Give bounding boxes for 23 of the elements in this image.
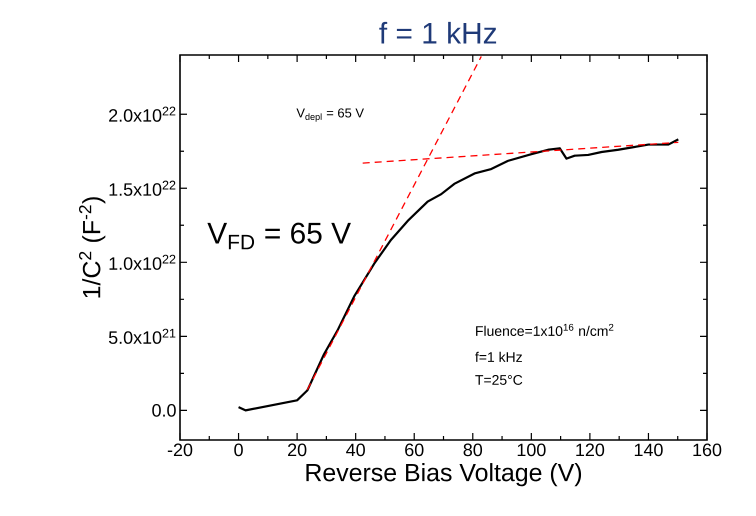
y-axis-title: 1/C$^{2}$ (F$^{-2}$) [79, 197, 106, 298]
x-tick-label: 120 [576, 444, 604, 456]
annotation: V$_{depl}$ = 65 V [296, 108, 364, 122]
y-tick-label: 5.0x10$^{21}$ [108, 328, 176, 344]
annotation: T=25°C [475, 374, 522, 385]
annotation: f=1 kHz [475, 352, 522, 362]
x-tick-label: 160 [693, 444, 722, 456]
y-tick-label: 1.5x10$^{22}$ [110, 180, 176, 196]
x-tick-label: 20 [288, 444, 306, 456]
x-axis-title: Reverse Bias Voltage (V) [306, 463, 582, 486]
x-tick-label: 100 [518, 444, 546, 456]
x-tick-label: 80 [464, 444, 482, 456]
annotation: Fluence=1x10$^{16}$ n/cm$^{2}$ [476, 324, 614, 336]
chart-title: f = 1 kHz [379, 22, 496, 44]
annotation: V$_{FD}$ = 65 V [207, 222, 351, 250]
y-tick-label: 2.0x10$^{22}$ [109, 106, 176, 122]
y-tick-label: 0.0 [152, 404, 176, 417]
x-tick-label: 60 [405, 444, 424, 456]
y-tick-label: 1.0x10$^{22}$ [110, 254, 176, 270]
x-tick-label: 40 [346, 444, 365, 456]
x-tick-label: 0 [234, 444, 243, 456]
x-tick-label: -20 [168, 444, 192, 456]
x-tick-label: 140 [634, 444, 663, 456]
